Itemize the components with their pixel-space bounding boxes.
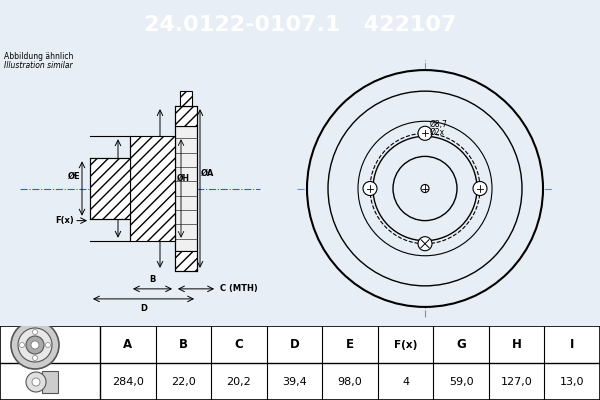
Circle shape bbox=[373, 136, 477, 241]
Bar bbox=[42, 371, 58, 393]
Text: 284,0: 284,0 bbox=[112, 377, 144, 387]
Text: 13,0: 13,0 bbox=[560, 377, 584, 387]
Circle shape bbox=[393, 156, 457, 221]
Circle shape bbox=[473, 182, 487, 196]
Text: Illustration similar: Illustration similar bbox=[4, 61, 73, 70]
Text: C (MTH): C (MTH) bbox=[220, 284, 258, 293]
Text: I: I bbox=[570, 338, 574, 352]
Text: B: B bbox=[179, 338, 188, 352]
Text: 98,0: 98,0 bbox=[338, 377, 362, 387]
Text: Ø8,7: Ø8,7 bbox=[430, 120, 448, 129]
Text: Ø2x: Ø2x bbox=[430, 128, 445, 137]
Circle shape bbox=[26, 336, 44, 354]
Bar bbox=[90, 158, 130, 219]
Circle shape bbox=[26, 372, 46, 392]
Circle shape bbox=[363, 182, 377, 196]
Text: 24.0122-0107.1   422107: 24.0122-0107.1 422107 bbox=[144, 15, 456, 35]
Text: G: G bbox=[456, 338, 466, 352]
Text: 127,0: 127,0 bbox=[501, 377, 533, 387]
Text: 22,0: 22,0 bbox=[171, 377, 196, 387]
Text: H: H bbox=[512, 338, 521, 352]
Circle shape bbox=[18, 328, 52, 362]
Circle shape bbox=[32, 330, 37, 334]
Circle shape bbox=[307, 70, 543, 307]
Text: 4: 4 bbox=[402, 377, 409, 387]
Circle shape bbox=[46, 342, 50, 348]
Circle shape bbox=[328, 91, 522, 286]
Circle shape bbox=[31, 341, 39, 349]
Circle shape bbox=[32, 356, 37, 360]
Bar bbox=[180, 91, 192, 106]
Text: D: D bbox=[290, 338, 299, 352]
Circle shape bbox=[421, 184, 429, 192]
Text: ØI: ØI bbox=[148, 184, 158, 193]
Text: E: E bbox=[346, 338, 354, 352]
Bar bbox=[175, 106, 197, 126]
Text: F(x): F(x) bbox=[55, 216, 74, 225]
Circle shape bbox=[11, 321, 59, 369]
Bar bbox=[175, 251, 197, 271]
Circle shape bbox=[418, 237, 432, 251]
Text: 39,4: 39,4 bbox=[282, 377, 307, 387]
Text: ØE: ØE bbox=[67, 172, 80, 181]
Text: A: A bbox=[123, 338, 133, 352]
Text: ØA: ØA bbox=[201, 169, 214, 178]
Text: D: D bbox=[140, 304, 147, 313]
Circle shape bbox=[358, 121, 492, 256]
Text: ®: ® bbox=[451, 235, 465, 249]
Circle shape bbox=[418, 126, 432, 140]
Circle shape bbox=[32, 378, 40, 386]
Text: Abbildung ähnlich: Abbildung ähnlich bbox=[4, 52, 73, 61]
Text: Ate: Ate bbox=[397, 214, 465, 248]
Text: F(x): F(x) bbox=[394, 340, 417, 350]
Text: C: C bbox=[235, 338, 243, 352]
Text: ØG: ØG bbox=[102, 184, 116, 193]
Bar bbox=[175, 126, 197, 251]
Text: ØH: ØH bbox=[177, 174, 190, 183]
Text: 20,2: 20,2 bbox=[227, 377, 251, 387]
Circle shape bbox=[19, 342, 25, 348]
Bar bbox=[130, 136, 175, 241]
Text: B: B bbox=[149, 275, 155, 284]
Text: 59,0: 59,0 bbox=[449, 377, 473, 387]
